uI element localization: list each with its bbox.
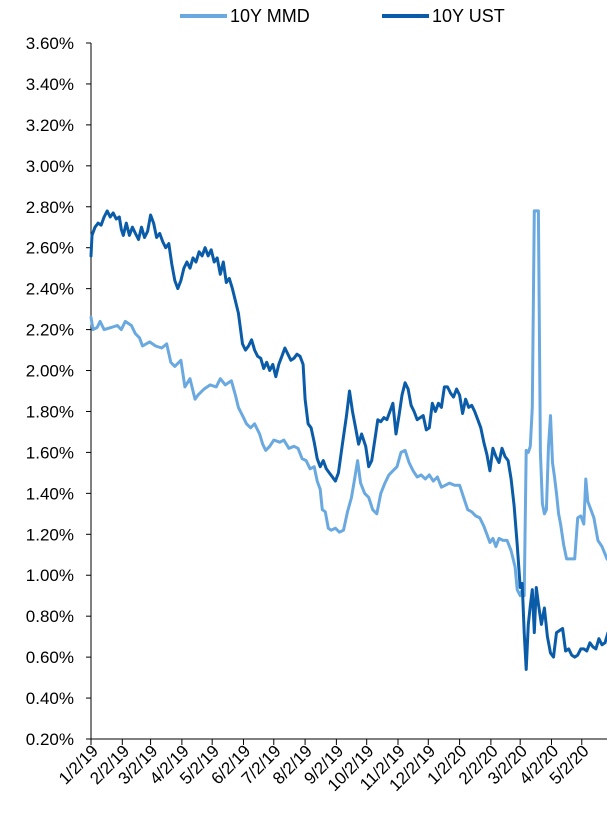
y-tick-label: 0.80%: [26, 607, 74, 626]
chart-legend: 10Y MMD 10Y UST: [180, 6, 505, 26]
y-tick-label: 2.00%: [26, 362, 74, 381]
legend-label-10y-mmd: 10Y MMD: [230, 6, 310, 26]
y-tick-label: 1.60%: [26, 443, 74, 462]
plot-area: 0.20% 0.40% 0.60% 0.80% 1.00% 1.20% 1.40% 1.60%…: [26, 34, 607, 795]
y-tick-label: 1.80%: [26, 402, 74, 421]
y-tick-label: 3.60%: [26, 34, 74, 53]
y-tick-label: 0.60%: [26, 648, 74, 667]
y-tick-label: 2.60%: [26, 239, 74, 258]
y-tick-label: 2.40%: [26, 280, 74, 299]
legend-label-10y-ust: 10Y UST: [432, 6, 505, 26]
series-line-10y-mmd: [89, 209, 607, 598]
y-tick-label: 1.20%: [26, 525, 74, 544]
y-tick-label: 3.40%: [26, 75, 74, 94]
y-tick-label: 1.40%: [26, 484, 74, 503]
y-tick-label: 2.20%: [26, 321, 74, 340]
y-tick-label: 3.00%: [26, 157, 74, 176]
y-tick-label: 0.20%: [26, 730, 74, 749]
y-tick-label: 0.40%: [26, 689, 74, 708]
y-tick-label: 2.80%: [26, 198, 74, 217]
y-tick-label: 1.00%: [26, 566, 74, 585]
y-tick-label: 3.20%: [26, 116, 74, 135]
series-line-10y-ust: [89, 209, 607, 671]
